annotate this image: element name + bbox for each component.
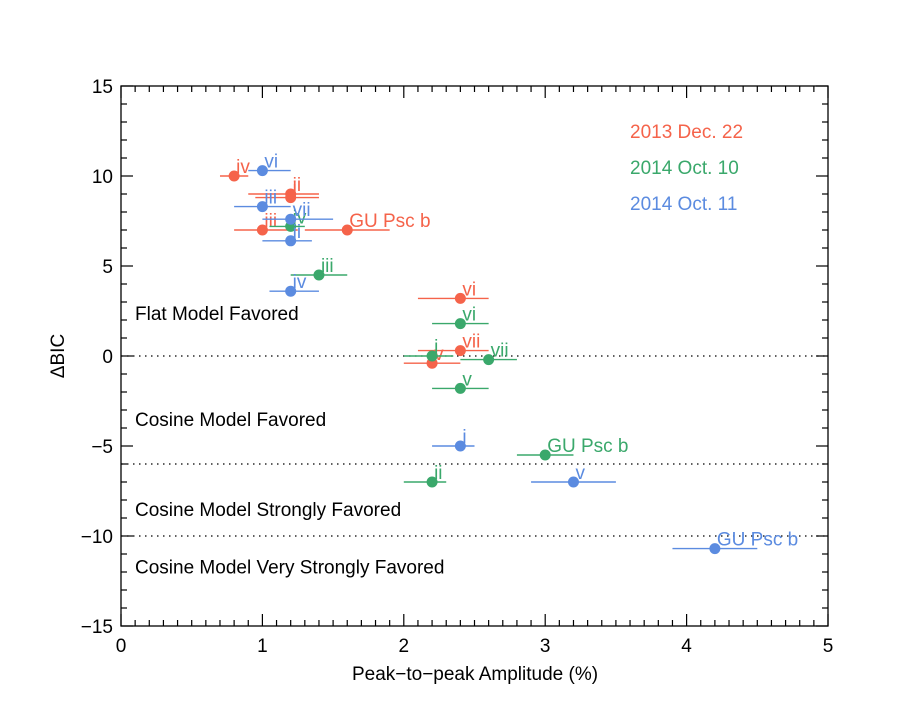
region-labels: Flat Model Favored Cosine Model Favored Co…	[135, 304, 444, 579]
legend: 2013 Dec. 22 2014 Oct. 10 2014 Oct. 11	[630, 122, 743, 215]
data-point-2014-oct-11-i	[454, 440, 466, 452]
x-tick-label-2: 2	[399, 636, 410, 657]
point-label-2014-oct-11-i: i	[462, 427, 466, 448]
data-point-2014-oct-10-i	[426, 350, 438, 362]
point-label-2014-oct-11-iii: iii	[264, 188, 277, 209]
x-tick-label-0: 0	[116, 636, 127, 657]
data-point-2014-oct-11-vi	[256, 165, 268, 177]
point-label-2014-oct-11-gu-psc-b: GU Psc b	[717, 530, 798, 551]
data-point-2013-dec-22-vi	[454, 292, 466, 304]
data-point-2014-oct-11-vii	[285, 213, 297, 225]
legend-entry-2013-dec-22: 2013 Dec. 22	[630, 122, 743, 143]
region-label-flat-model-favored: Flat Model Favored	[135, 304, 299, 325]
data-point-2014-oct-11-iv	[285, 285, 297, 297]
point-label-2014-oct-10-gu-psc-b: GU Psc b	[547, 436, 628, 457]
point-label-2014-oct-10-ii: ii	[434, 463, 442, 484]
point-label-2013-dec-22-iii: iii	[264, 211, 277, 232]
data-point-2013-dec-22-gu-psc-b	[341, 224, 353, 236]
x-tick-label-5: 5	[823, 636, 834, 657]
data-point-2014-oct-10-vi	[454, 318, 466, 330]
point-label-2014-oct-11-v: v	[575, 463, 585, 484]
data-point-2014-oct-10-iii	[313, 269, 325, 281]
data-point-2014-oct-10-gu-psc-b	[539, 449, 551, 461]
y-axis-title: ΔBIC	[48, 334, 69, 378]
legend-entry-2014-oct-11: 2014 Oct. 11	[630, 194, 737, 215]
data-point-2014-oct-11-v	[567, 476, 579, 488]
x-axis-title: Peak−to−peak Amplitude (%)	[352, 664, 598, 685]
x-tick-label-1: 1	[257, 636, 268, 657]
y-tick-label-0: 0	[102, 347, 113, 368]
point-label-2014-oct-11-vi: vi	[264, 152, 278, 173]
point-label-2014-oct-10-vii: vii	[491, 341, 509, 362]
point-label-2013-dec-22-vi: vi	[462, 279, 476, 300]
x-tick-label-3: 3	[540, 636, 551, 657]
data-point-2013-dec-22-iii	[256, 224, 268, 236]
data-point-2013-dec-22-i	[285, 192, 297, 204]
point-label-2013-dec-22-v: v	[434, 344, 444, 365]
y-tick-label-15: 15	[92, 77, 113, 98]
axis-ticks: 0 1 2 3 4 5 −15 −10 −5 0 5 10 15	[81, 77, 834, 657]
point-label-2013-dec-22-ii: ii	[293, 175, 301, 196]
point-label-2013-dec-22-iv: iv	[236, 157, 250, 178]
y-tick-label-5: −5	[91, 437, 113, 458]
y-tick-label-15: −15	[81, 617, 113, 638]
point-label-2014-oct-11-vii: vii	[293, 200, 311, 221]
data-point-2014-oct-11-iii	[256, 201, 268, 213]
y-tick-label-5: 5	[102, 257, 113, 278]
data-point-2014-oct-10-v	[454, 382, 466, 394]
data-point-2014-oct-10-ii	[426, 476, 438, 488]
data-point-2014-oct-11-gu-psc-b	[709, 543, 721, 555]
legend-entry-2014-oct-10: 2014 Oct. 10	[630, 158, 739, 179]
point-label-2014-oct-11-iv: iv	[293, 272, 307, 293]
data-point-2014-oct-11-ii	[285, 235, 297, 247]
region-label-cosine-model-favored: Cosine Model Favored	[135, 410, 326, 431]
point-label-2014-oct-10-iii: iii	[321, 256, 334, 277]
y-tick-label-10: −10	[81, 527, 113, 548]
point-label-2014-oct-10-v: v	[462, 369, 472, 390]
point-label-2013-dec-22-vii: vii	[462, 332, 480, 353]
x-tick-label-4: 4	[681, 636, 692, 657]
point-label-2014-oct-11-ii: ii	[293, 222, 301, 243]
point-label-2013-dec-22-gu-psc-b: GU Psc b	[349, 211, 430, 232]
point-label-2014-oct-10-i: i	[434, 337, 438, 358]
point-label-2014-oct-10-vi: vi	[462, 305, 476, 326]
threshold-lines	[121, 355, 828, 537]
point-label-2014-oct-10-iv: iv	[293, 207, 307, 228]
data-point-2013-dec-22-vii	[454, 345, 466, 357]
point-label-2013-dec-22-i: i	[293, 179, 297, 200]
y-tick-label-10: 10	[92, 167, 113, 188]
data-point-2014-oct-10-vii	[483, 354, 495, 366]
region-label-cosine-model-strongly-favored: Cosine Model Strongly Favored	[135, 500, 401, 521]
region-label-cosine-model-very-strongly-favored: Cosine Model Very Strongly Favored	[135, 558, 444, 579]
data-point-2013-dec-22-iv	[228, 170, 240, 182]
